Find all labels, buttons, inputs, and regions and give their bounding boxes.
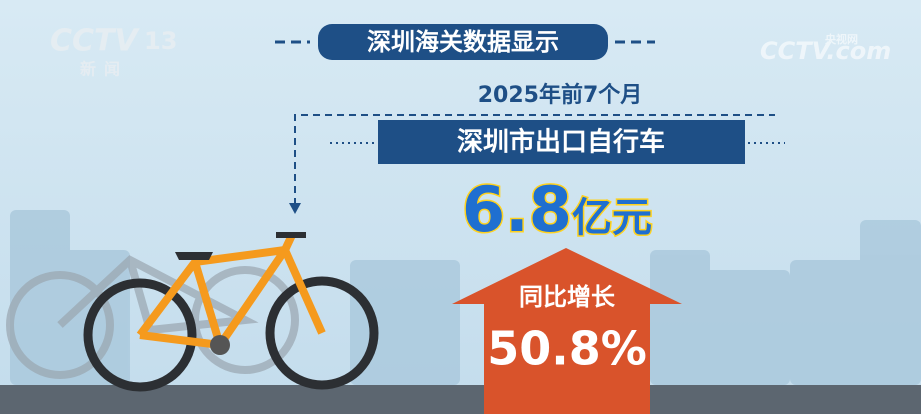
growth-value: 50.8%: [487, 322, 647, 376]
channel-logo: CCTV 13 新闻: [50, 24, 177, 79]
source-title: 深圳海关数据显示: [367, 28, 559, 56]
logo-number: 13: [144, 27, 177, 55]
frame-line: [294, 114, 775, 205]
buildings: [10, 210, 921, 385]
amount: 6.8: [462, 173, 572, 246]
frame-arrow: [289, 203, 301, 214]
bike-wheels: [83, 276, 379, 392]
subject: 深圳市出口自行车: [457, 127, 665, 158]
bike-crank: [210, 335, 230, 355]
growth-label: 同比增长: [519, 283, 616, 311]
logo-label: 新闻: [80, 60, 128, 79]
title-banner: [318, 24, 608, 60]
subject-box: [378, 120, 745, 164]
bike-frame: [136, 233, 326, 349]
period: 2025年前7个月: [478, 82, 643, 108]
bike-seat: [175, 252, 213, 260]
watermark-brand: CCTV.com: [760, 37, 891, 65]
watermark-label: 央视网: [825, 32, 858, 46]
logo-channel: CCTV: [50, 24, 140, 59]
growth-arrow: [452, 248, 682, 414]
watermark: CCTV.com 央视网: [760, 32, 891, 65]
bike-back: [6, 255, 299, 379]
unit: 亿元: [572, 195, 652, 241]
